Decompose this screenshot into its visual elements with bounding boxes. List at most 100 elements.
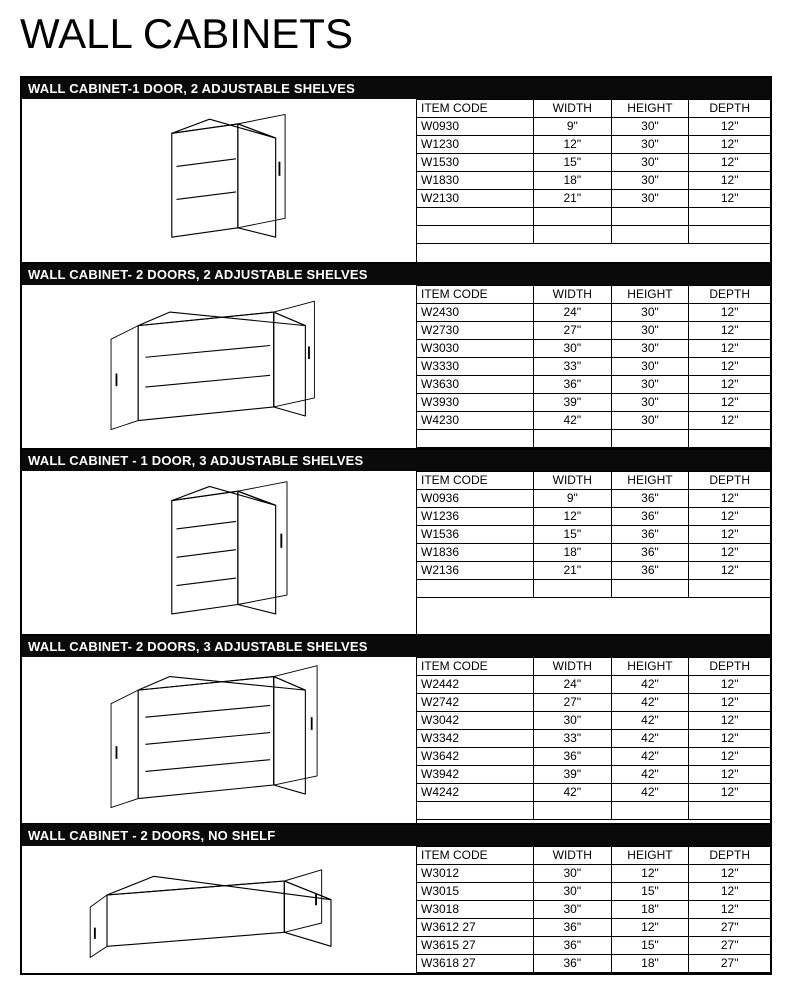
cell-height: 30" (611, 190, 689, 208)
cell-height: 15" (611, 936, 689, 954)
section: WALL CABINET - 1 DOOR, 3 ADJUSTABLE SHEL… (20, 450, 772, 636)
cell-code: W1836 (417, 544, 533, 562)
blank-cell (689, 208, 770, 226)
col-header-code: ITEM CODE (417, 100, 533, 118)
cell-width: 30" (533, 864, 611, 882)
cell-width: 42" (533, 412, 611, 430)
col-header-depth: DEPTH (689, 846, 770, 864)
cell-height: 30" (611, 358, 689, 376)
table-row: W333033"30"12" (417, 358, 770, 376)
cell-depth: 12" (689, 172, 770, 190)
cell-depth: 12" (689, 544, 770, 562)
cell-code: W3612 27 (417, 918, 533, 936)
cell-depth: 12" (689, 322, 770, 340)
table-row: W424242"42"12" (417, 784, 770, 802)
cell-depth: 12" (689, 376, 770, 394)
cell-code: W0930 (417, 118, 533, 136)
cell-width: 36" (533, 748, 611, 766)
cell-height: 30" (611, 394, 689, 412)
cell-code: W3018 (417, 900, 533, 918)
col-header-height: HEIGHT (611, 100, 689, 118)
cell-code: W3615 27 (417, 936, 533, 954)
cell-height: 30" (611, 154, 689, 172)
cell-code: W3012 (417, 864, 533, 882)
cell-width: 30" (533, 340, 611, 358)
cell-width: 36" (533, 936, 611, 954)
cell-depth: 12" (689, 508, 770, 526)
col-header-width: WIDTH (533, 100, 611, 118)
section-body: ITEM CODEWIDTHHEIGHTDEPTHW243024"30"12"W… (22, 285, 770, 448)
blank-cell (689, 802, 770, 820)
cell-height: 12" (611, 864, 689, 882)
cell-depth: 12" (689, 864, 770, 882)
cell-height: 30" (611, 304, 689, 322)
cell-height: 42" (611, 730, 689, 748)
blank-cell (689, 430, 770, 448)
cell-height: 18" (611, 900, 689, 918)
cell-width: 36" (533, 954, 611, 972)
illustration-cell (22, 99, 417, 262)
col-header-width: WIDTH (533, 846, 611, 864)
table-row: W274227"42"12" (417, 694, 770, 712)
table-row: W304230"42"12" (417, 712, 770, 730)
cell-code: W3015 (417, 882, 533, 900)
cell-width: 12" (533, 136, 611, 154)
cell-height: 30" (611, 376, 689, 394)
cell-code: W4242 (417, 784, 533, 802)
cell-code: W3042 (417, 712, 533, 730)
cell-width: 30" (533, 712, 611, 730)
section-header: WALL CABINET- 2 DOORS, 3 ADJUSTABLE SHEL… (22, 636, 770, 657)
table-row: W334233"42"12" (417, 730, 770, 748)
spec-table: ITEM CODEWIDTHHEIGHTDEPTHW301230"12"12"W… (417, 846, 770, 973)
page-title: WALL CABINETS (20, 10, 772, 58)
section-body: ITEM CODEWIDTHHEIGHTDEPTHW244224"42"12"W… (22, 657, 770, 823)
blank-cell (689, 226, 770, 244)
cell-code: W1236 (417, 508, 533, 526)
cell-depth: 27" (689, 936, 770, 954)
cell-height: 30" (611, 172, 689, 190)
blank-row (417, 226, 770, 244)
cell-width: 30" (533, 900, 611, 918)
cell-height: 30" (611, 322, 689, 340)
table-row: W213021"30"12" (417, 190, 770, 208)
table-row: W123612"36"12" (417, 508, 770, 526)
cell-height: 18" (611, 954, 689, 972)
cell-width: 27" (533, 694, 611, 712)
table-row: W423042"30"12" (417, 412, 770, 430)
col-header-code: ITEM CODE (417, 472, 533, 490)
catalog-page: WALL CABINETS WALL CABINET-1 DOOR, 2 ADJ… (0, 0, 792, 995)
cabinet-illustration-icon (79, 853, 359, 965)
section-header: WALL CABINET-1 DOOR, 2 ADJUSTABLE SHELVE… (22, 78, 770, 99)
cell-height: 36" (611, 544, 689, 562)
blank-cell (611, 208, 689, 226)
spec-table: ITEM CODEWIDTHHEIGHTDEPTHW09369"36"12"W1… (417, 471, 770, 598)
cell-height: 42" (611, 766, 689, 784)
table-row: W153615"36"12" (417, 526, 770, 544)
cell-code: W1530 (417, 154, 533, 172)
cell-depth: 12" (689, 900, 770, 918)
col-header-depth: DEPTH (689, 658, 770, 676)
spec-table-cell: ITEM CODEWIDTHHEIGHTDEPTHW301230"12"12"W… (417, 846, 770, 973)
blank-cell (417, 226, 533, 244)
section-header: WALL CABINET- 2 DOORS, 2 ADJUSTABLE SHEL… (22, 264, 770, 285)
cell-width: 39" (533, 394, 611, 412)
cell-height: 36" (611, 562, 689, 580)
spec-table-cell: ITEM CODEWIDTHHEIGHTDEPTHW244224"42"12"W… (417, 657, 770, 823)
section-header: WALL CABINET - 1 DOOR, 3 ADJUSTABLE SHEL… (22, 450, 770, 471)
cabinet-illustration-icon (134, 477, 304, 628)
cell-height: 36" (611, 508, 689, 526)
cell-width: 18" (533, 544, 611, 562)
cell-code: W3630 (417, 376, 533, 394)
cell-width: 33" (533, 730, 611, 748)
table-row: W183018"30"12" (417, 172, 770, 190)
cell-height: 36" (611, 490, 689, 508)
cell-code: W1536 (417, 526, 533, 544)
cell-code: W2130 (417, 190, 533, 208)
cell-depth: 12" (689, 676, 770, 694)
table-row: W3618 2736"18"27" (417, 954, 770, 972)
cell-code: W4230 (417, 412, 533, 430)
table-row: W301830"18"12" (417, 900, 770, 918)
cell-depth: 12" (689, 340, 770, 358)
cell-height: 30" (611, 136, 689, 154)
cell-height: 42" (611, 712, 689, 730)
